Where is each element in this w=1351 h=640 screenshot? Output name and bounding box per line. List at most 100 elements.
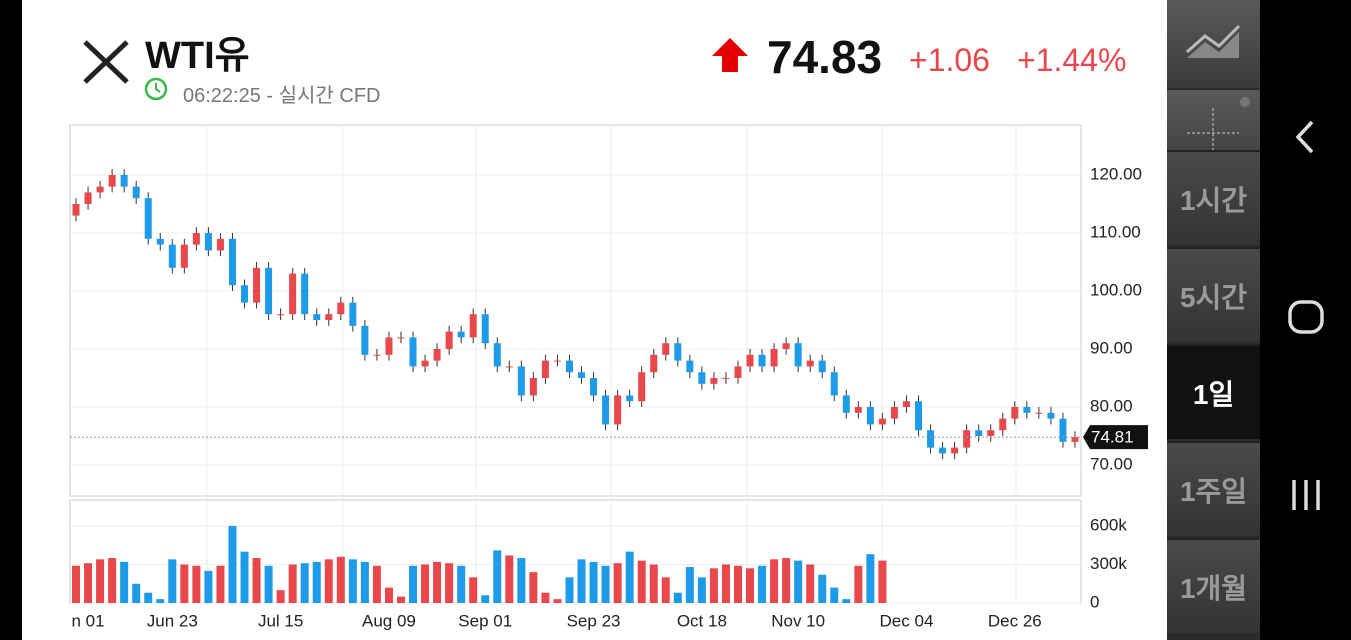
- x-tick-label: Jul 15: [258, 611, 303, 630]
- candle-body: [710, 378, 718, 384]
- candle-body: [746, 354, 754, 367]
- candle-body: [361, 325, 369, 355]
- time-status: 06:22:25 - 실시간 CFD: [183, 85, 381, 107]
- volume-bar: [216, 565, 225, 603]
- volume-bar: [517, 558, 526, 603]
- home-button[interactable]: [1288, 300, 1324, 334]
- candle-body: [397, 337, 405, 339]
- candle-body: [349, 302, 357, 326]
- candle-body: [638, 372, 646, 402]
- volume-bar: [601, 565, 610, 603]
- volume-bar: [697, 577, 706, 603]
- volume-bar: [264, 565, 273, 603]
- price: 74.83: [767, 31, 883, 83]
- timeframe-button[interactable]: 5시간: [1167, 247, 1260, 342]
- candle-body: [734, 366, 742, 379]
- last-price-label: 74.81: [1091, 428, 1134, 447]
- close-button[interactable]: [78, 33, 138, 93]
- candle-body: [265, 267, 273, 315]
- candle-body: [1023, 407, 1031, 413]
- candle-body: [337, 302, 345, 315]
- nav-bar: [1288, 120, 1324, 510]
- volume-bar: [421, 564, 430, 603]
- candle-body: [132, 186, 140, 199]
- volume-bar: [529, 572, 538, 603]
- candle-body: [96, 186, 104, 193]
- candle-body: [1071, 437, 1079, 442]
- y-tick-label: 70.00: [1090, 455, 1133, 474]
- app: WTI유 06:22:25 - 실시간 CFD 74.83 +1.06 +1.4…: [22, 0, 1167, 640]
- candle-body: [84, 192, 92, 205]
- y-tick-label: 110.00: [1090, 222, 1141, 241]
- candle-body: [975, 430, 983, 437]
- up-arrow: [712, 38, 748, 72]
- volume-bar: [782, 558, 791, 603]
- chart: 70.00 80.00 90.00 100.00 110.00 120.00 0 300k 60…: [69, 124, 1148, 630]
- clock-icon: [144, 77, 168, 101]
- candle-body: [541, 360, 549, 379]
- change-percent: +1.44%: [1017, 42, 1127, 78]
- candle-body: [433, 349, 441, 361]
- volume-bar: [637, 560, 646, 603]
- volume-bar: [613, 563, 622, 603]
- x-tick-label: Oct 18: [677, 611, 727, 630]
- candle-body: [289, 273, 297, 315]
- candle-body: [505, 366, 513, 368]
- candle-body: [373, 354, 381, 356]
- volume-bar: [649, 564, 658, 603]
- candle-body: [830, 372, 838, 396]
- candle-body: [216, 238, 224, 251]
- volume-bar: [84, 563, 93, 603]
- candle-body: [180, 244, 188, 268]
- candle-body: [722, 378, 730, 380]
- candle-body: [1011, 407, 1019, 419]
- candle-body: [325, 314, 333, 321]
- candle-body: [686, 360, 694, 373]
- candle-body: [409, 337, 417, 367]
- back-button[interactable]: [1295, 120, 1314, 154]
- y-tick-label: 90.00: [1090, 338, 1133, 357]
- candle-body: [108, 175, 116, 187]
- timeframe-button[interactable]: 1일: [1167, 344, 1260, 439]
- timeframe-sidebar: 1시간 5시간 1일 1주일 1개월: [1167, 0, 1260, 640]
- volume-bar: [144, 592, 153, 603]
- volume-bar: [433, 561, 442, 603]
- candle-body: [553, 360, 561, 362]
- recent-button[interactable]: [1292, 480, 1320, 510]
- volume-bar: [746, 568, 755, 603]
- y-tick-label: 80.00: [1090, 397, 1133, 416]
- timeframe-button[interactable]: 1개월: [1167, 538, 1260, 633]
- timeframe-button[interactable]: 1시간: [1167, 150, 1260, 245]
- volume-bar: [96, 559, 105, 603]
- chart-type-button[interactable]: [1167, 0, 1260, 88]
- volume-bar: [445, 563, 454, 603]
- candle-body: [999, 418, 1007, 431]
- timeframe-button[interactable]: 1주일: [1167, 441, 1260, 536]
- candle-body: [782, 343, 790, 350]
- candle-body: [842, 395, 850, 413]
- volume-bar: [457, 565, 466, 603]
- volume-bar: [180, 564, 189, 603]
- candle-body: [614, 395, 622, 425]
- volume-bar: [481, 595, 490, 603]
- volume-bar: [553, 599, 562, 603]
- volume-bar: [204, 570, 213, 603]
- candle-body: [156, 238, 164, 245]
- candle-body: [915, 401, 923, 431]
- candle-body: [469, 314, 477, 338]
- volume-bar: [625, 551, 634, 603]
- volume-bar: [493, 550, 502, 603]
- volume-bar: [156, 599, 165, 603]
- x-tick-label: Sep 23: [567, 611, 621, 630]
- volume-bar: [770, 559, 779, 603]
- candle-body: [854, 407, 862, 413]
- volume-bar: [372, 565, 381, 603]
- candle-body: [902, 401, 910, 408]
- volume-bar: [192, 565, 201, 603]
- candle-body: [866, 407, 874, 425]
- candle-body: [192, 233, 200, 245]
- volume-bar: [673, 592, 682, 603]
- volume-bar: [842, 599, 851, 603]
- y-tick-label: 100.00: [1090, 280, 1142, 299]
